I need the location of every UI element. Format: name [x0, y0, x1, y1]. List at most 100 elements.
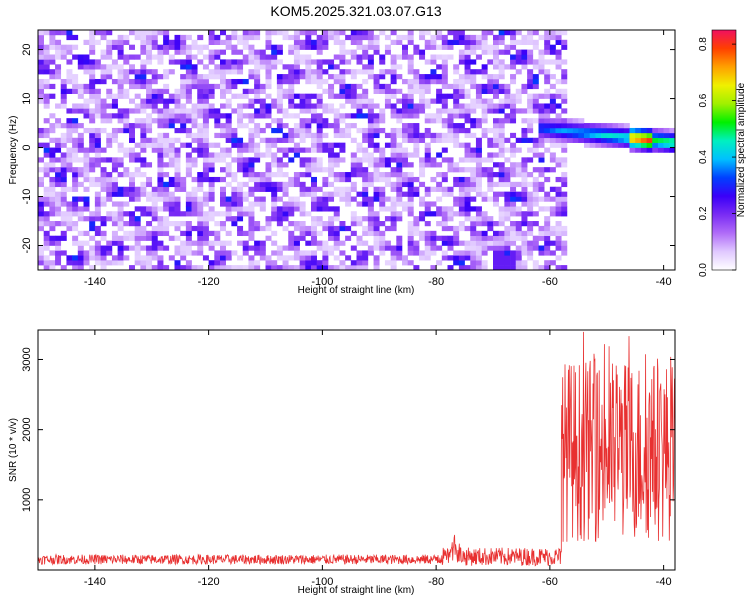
heatmap-cell-1589 [316, 113, 323, 119]
heatmap-xtick-label-0: -140 [84, 276, 106, 288]
heatmap-cell-962 [202, 83, 209, 90]
heatmap-cell-2068 [407, 201, 414, 207]
heatmap-cell-2746 [527, 206, 534, 212]
heatmap-cell-408 [106, 64, 113, 70]
heatmap-cell-2340 [458, 176, 465, 183]
heatmap-cell-2677 [515, 260, 522, 266]
heatmap-cell-2039 [402, 172, 408, 178]
heatmap-cell-2213 [436, 196, 443, 202]
heatmap-cell-1676 [333, 172, 340, 178]
heatmap-cell-335 [94, 157, 101, 163]
heatmap-cell-1847 [367, 221, 374, 227]
heatmap-cell-2167 [424, 142, 431, 148]
heatmap-cell-2691 [515, 167, 522, 173]
heatmap-cell-54 [43, 118, 50, 124]
heatmap-cell-1220 [254, 250, 261, 256]
heatmap-cell-1784 [356, 221, 363, 227]
heatmap-cell-1029 [220, 250, 226, 256]
heatmap-cell-2088 [407, 78, 414, 85]
heatmap-cell-965 [202, 64, 209, 70]
heatmap-cell-1695 [339, 265, 346, 270]
heatmap-cell-151 [60, 137, 67, 143]
heatmap-cell-330 [94, 196, 101, 202]
heatmap-cell-2943 [561, 181, 568, 188]
snr-ytick-label-2: 3000 [21, 347, 33, 371]
heatmap-cell-1817 [362, 196, 369, 202]
heatmap-cell-1583 [316, 142, 323, 148]
heatmap-cell-2948 [561, 147, 568, 153]
heatmap-cell-2198 [430, 98, 437, 104]
heatmap-cell-2610 [504, 240, 511, 246]
heatmap-cell-2077 [407, 137, 414, 143]
heatmap-cell-1966 [390, 255, 397, 261]
heatmap-cell-927 [197, 74, 204, 80]
heatmap-cell-36 [43, 240, 50, 246]
heatmap-cell-2587 [498, 137, 505, 143]
heatmap-cell-925 [197, 83, 204, 90]
heatmap-cell-1067 [225, 206, 232, 212]
heatmap-cell-1942 [384, 245, 391, 251]
heatmap-cell-522 [129, 127, 135, 134]
heatmap-cell-0 [38, 260, 44, 266]
heatmap-cell-368 [100, 167, 107, 173]
heatmap-cell-2151 [424, 255, 431, 261]
heatmap-cell-1713 [339, 103, 346, 109]
heatmap-cell-1997 [390, 54, 397, 60]
heatmap-cell-2967 [566, 132, 573, 139]
heatmap-cell-1698 [339, 240, 346, 246]
heatmap-cell-114 [55, 176, 62, 183]
heatmap-cell-678 [157, 191, 164, 197]
heatmap-cell-1427 [288, 64, 295, 70]
heatmap-cell-867 [191, 250, 198, 256]
heatmap-cell-1901 [373, 123, 380, 129]
heatmap-cell-1454 [293, 78, 300, 85]
heatmap-cell-1979 [390, 167, 397, 173]
heatmap-cell-1031 [220, 240, 226, 246]
heatmap-cell-1829 [362, 127, 369, 134]
heatmap-cell-128 [55, 49, 62, 55]
heatmap-cell-1255 [259, 245, 266, 251]
heatmap-cell-2427 [470, 74, 477, 80]
heatmap-cell-2987 [589, 137, 596, 143]
heatmap-cell-1452 [293, 103, 300, 109]
heatmap-cell-1920 [379, 201, 386, 207]
heatmap-cell-1253 [259, 255, 266, 261]
heatmap-cell-2172 [424, 103, 431, 109]
heatmap-cell-1984 [390, 137, 397, 143]
heatmap-cell-782 [174, 157, 181, 163]
heatmap-cell-451 [117, 211, 124, 217]
heatmap-cell-2870 [549, 240, 556, 246]
heatmap-cell-906 [197, 201, 204, 207]
heatmap-cell-3023 [629, 137, 636, 143]
heatmap-cell-984 [208, 152, 215, 158]
colorbar: 0.00.20.40.60.8 Normalized spectral ampl… [698, 29, 747, 277]
heatmap-cell-1476 [299, 191, 306, 197]
heatmap-cell-2431 [470, 44, 477, 50]
heatmap-cell-2820 [538, 127, 545, 134]
heatmap-cell-1214 [248, 49, 255, 55]
heatmap-cell-459 [117, 147, 124, 153]
heatmap-cell-1850 [367, 206, 374, 212]
heatmap-cell-1289 [265, 167, 272, 173]
heatmap-cell-558 [134, 78, 141, 85]
heatmap-cell-1595 [316, 74, 323, 80]
heatmap-cell-1200 [248, 147, 255, 153]
heatmap-cell-1003 [214, 250, 221, 256]
heatmap-cell-2336 [458, 196, 465, 202]
heatmap-cell-2242 [441, 206, 448, 212]
heatmap-cell-1377 [282, 216, 289, 222]
heatmap-cell-264 [83, 176, 90, 183]
heatmap-cell-1320 [271, 196, 278, 202]
heatmap-cell-916 [197, 132, 204, 139]
heatmap-cell-1902 [373, 118, 380, 124]
heatmap-cell-853 [185, 98, 192, 104]
heatmap-cell-1679 [333, 152, 340, 158]
heatmap-cell-880 [191, 137, 198, 143]
heatmap-cell-1736 [345, 132, 352, 139]
heatmap-cell-174 [66, 162, 73, 168]
heatmap-cell-323 [94, 240, 101, 246]
heatmap-cell-820 [180, 78, 187, 85]
heatmap-cell-1150 [237, 49, 244, 55]
heatmap-cell-2636 [504, 44, 511, 50]
heatmap-cell-2872 [549, 225, 556, 232]
